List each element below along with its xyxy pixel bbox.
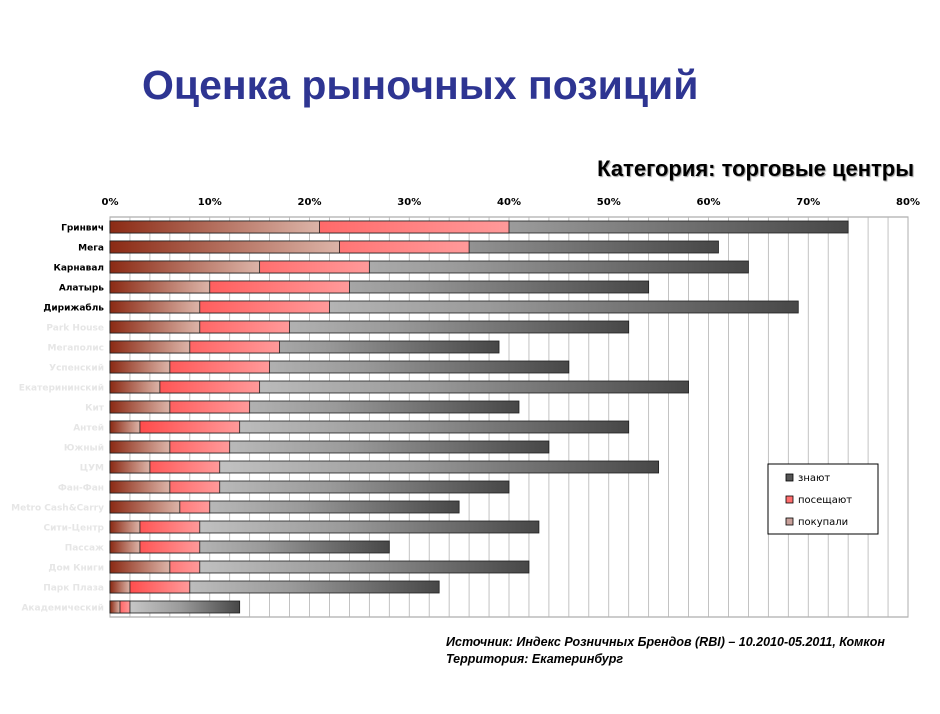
y-category-label: Парк Плаза bbox=[43, 584, 104, 594]
chart-grid bbox=[109, 216, 909, 618]
bar-bought bbox=[109, 240, 340, 254]
bar-bought bbox=[109, 520, 141, 534]
y-category-label: Дирижабль bbox=[43, 303, 104, 314]
y-category-label: ЦУМ bbox=[80, 464, 104, 474]
bar-bought bbox=[109, 440, 171, 454]
bar-bought bbox=[109, 340, 191, 354]
x-tick-label: 80% bbox=[896, 197, 920, 208]
legend-label: знают bbox=[798, 473, 830, 484]
bar-bought bbox=[109, 220, 320, 234]
bar-bought bbox=[109, 380, 161, 394]
bar-bought bbox=[109, 360, 171, 374]
y-category-label: Успенский bbox=[49, 364, 104, 374]
bar-bought bbox=[109, 560, 171, 574]
y-category-label: Park House bbox=[46, 324, 104, 334]
x-tick-label: 50% bbox=[597, 197, 621, 208]
y-category-label: Фан-Фан bbox=[58, 484, 104, 494]
x-tick-label: 10% bbox=[198, 197, 222, 208]
x-tick-label: 60% bbox=[697, 197, 721, 208]
x-tick-label: 70% bbox=[796, 197, 820, 208]
bar-bought bbox=[109, 460, 151, 474]
territory-line: Территория: Екатеринбург bbox=[446, 652, 624, 666]
y-category-label: Южный bbox=[64, 444, 104, 454]
legend-swatch bbox=[785, 495, 794, 504]
y-category-label: Академический bbox=[21, 604, 104, 614]
bar-bought bbox=[109, 480, 171, 494]
y-category-label: Мегаполис bbox=[48, 344, 104, 354]
legend-label: посещают bbox=[798, 495, 852, 506]
bar-bought bbox=[109, 540, 141, 554]
y-category-label: Карнавал bbox=[53, 264, 104, 274]
source-note: Источник: Индекс Розничных Брендов (RBI)… bbox=[446, 634, 885, 668]
y-category-label: Пассаж bbox=[65, 544, 104, 554]
y-category-label: Мега bbox=[78, 244, 104, 254]
legend-label: покупали bbox=[798, 517, 848, 528]
chart-bars bbox=[109, 220, 849, 614]
y-category-label: Дом Книги bbox=[48, 564, 104, 574]
x-tick-label: 30% bbox=[397, 197, 421, 208]
chart-subtitle: Категория: торговые центры bbox=[597, 156, 914, 181]
bar-bought bbox=[109, 320, 201, 334]
legend-swatch bbox=[785, 517, 794, 526]
bar-bought bbox=[109, 600, 121, 614]
x-axis-ticks: 0% 10% 20% 30% 40% 50% 60% 70% 80% bbox=[102, 197, 920, 208]
source-line: Источник: Индекс Розничных Брендов (RBI)… bbox=[446, 635, 885, 649]
bar-bought bbox=[109, 400, 171, 414]
bar-bought bbox=[109, 420, 141, 434]
bar-bought bbox=[109, 260, 261, 274]
y-category-label: Metro Cash&Carry bbox=[11, 504, 104, 514]
bar-bought bbox=[109, 500, 181, 514]
chart-legend: знают посещают покупали bbox=[767, 463, 879, 535]
y-category-label: Екатерининский bbox=[19, 384, 104, 394]
y-category-label: Гринвич bbox=[61, 224, 104, 234]
bar-bought bbox=[109, 580, 131, 594]
y-category-label: Алатырь bbox=[59, 284, 104, 294]
x-tick-label: 20% bbox=[298, 197, 322, 208]
x-tick-label: 40% bbox=[497, 197, 521, 208]
bar-bought bbox=[109, 300, 201, 314]
x-tick-label: 0% bbox=[102, 197, 119, 208]
bar-bought bbox=[109, 280, 211, 294]
y-category-label: Антей bbox=[73, 424, 104, 434]
y-category-label: Кит bbox=[85, 404, 105, 414]
y-category-label: Сити-Центр bbox=[44, 524, 105, 534]
page-title: Оценка рыночных позиций bbox=[142, 62, 699, 108]
y-axis-labels: Гринвич Мега Карнавал Алатырь Дирижабль Park … bbox=[11, 224, 105, 614]
legend-swatch bbox=[785, 473, 794, 482]
